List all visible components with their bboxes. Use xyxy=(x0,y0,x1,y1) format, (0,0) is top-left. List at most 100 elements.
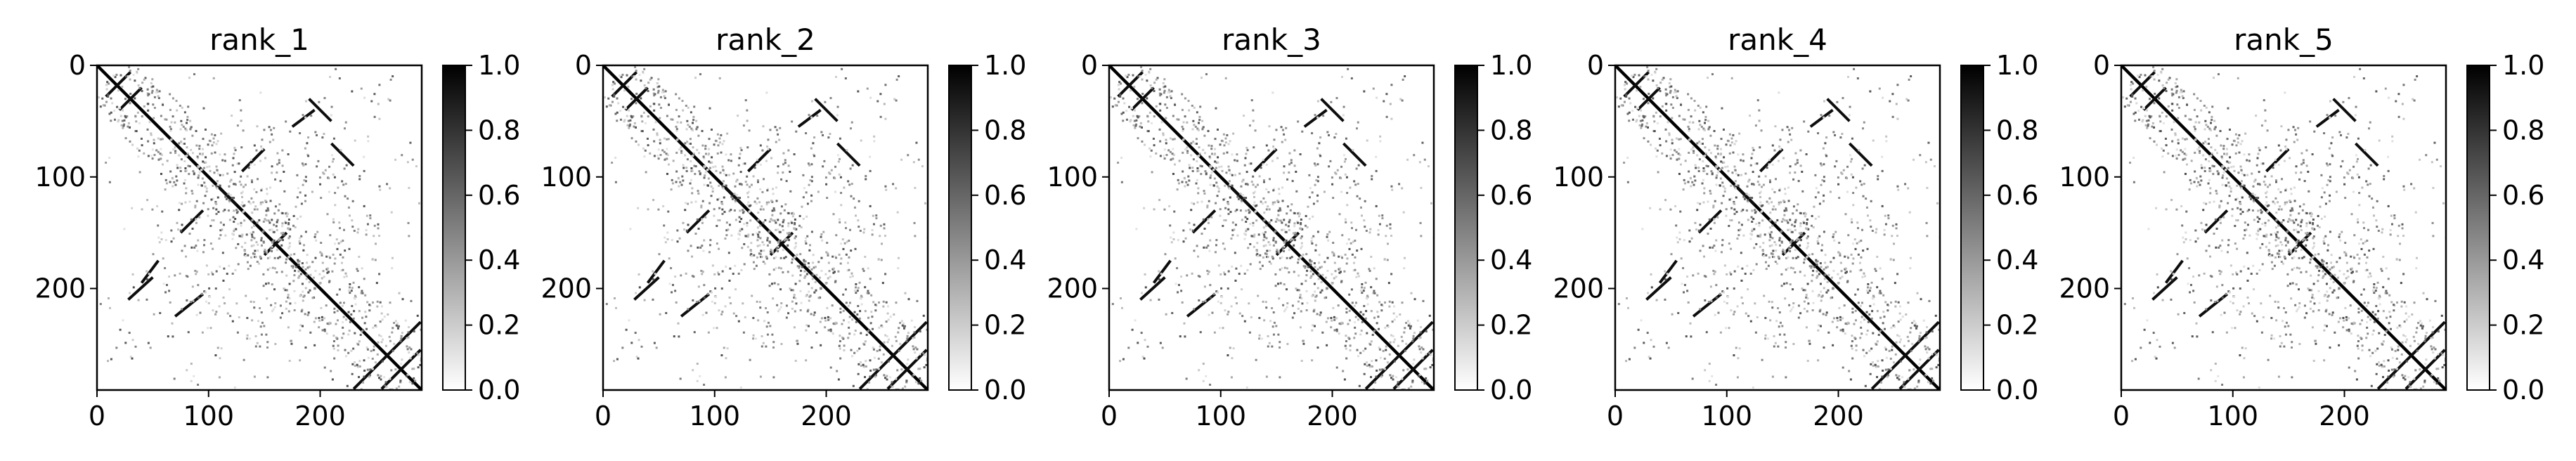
heatmap-cell xyxy=(1713,129,1716,132)
heatmap-cell xyxy=(1375,169,1378,172)
heatmap-cell xyxy=(1771,237,1774,240)
heatmap-cell xyxy=(1405,342,1408,345)
heatmap-cell xyxy=(1290,159,1293,162)
heatmap-cell xyxy=(1794,249,1797,252)
heatmap-cell xyxy=(619,110,622,112)
heatmap-cell xyxy=(157,236,160,239)
heatmap-cells xyxy=(603,65,928,390)
heatmap-cell xyxy=(726,347,729,350)
heatmap-cell xyxy=(1885,356,1888,359)
heatmap-cell xyxy=(1853,337,1856,339)
heatmap-cell xyxy=(1243,115,1245,117)
heatmap-cell xyxy=(1703,255,1706,258)
heatmap-cell xyxy=(1692,150,1695,152)
heatmap-cell xyxy=(365,327,368,330)
heatmap-cell xyxy=(1262,232,1264,235)
heatmap-cell xyxy=(652,298,654,301)
heatmap-cell xyxy=(146,92,149,95)
heatmap-cell xyxy=(852,384,855,387)
heatmap-cell xyxy=(222,209,225,212)
heatmap-cell xyxy=(304,116,307,119)
heatmap-cell xyxy=(407,336,410,339)
heatmap-cell xyxy=(1216,185,1219,188)
heatmap-cell xyxy=(1342,154,1345,157)
heatmap-cell xyxy=(902,322,905,325)
heatmap-cell xyxy=(1879,267,1882,270)
heatmap-cell xyxy=(1898,375,1901,377)
heatmap-cell xyxy=(1127,73,1130,76)
heatmap-cell xyxy=(228,264,231,267)
heatmap-cell xyxy=(883,103,886,105)
heatmap-cell xyxy=(769,250,772,253)
heatmap-cell xyxy=(191,134,194,137)
heatmap-cell xyxy=(185,129,188,131)
heatmap-cell xyxy=(1328,230,1331,233)
heatmap-cell xyxy=(1202,126,1205,129)
heatmap-cell xyxy=(1806,218,1808,221)
heatmap-cell xyxy=(1386,361,1389,364)
heatmap-cell xyxy=(391,75,394,78)
heatmap-cell xyxy=(703,284,706,287)
heatmap-cell xyxy=(180,158,183,161)
heatmap-cell xyxy=(283,170,285,173)
heatmap-cell xyxy=(678,97,680,100)
heatmap-cell xyxy=(1747,193,1750,196)
heatmap-cell xyxy=(209,225,212,228)
heatmap-cell xyxy=(1882,294,1885,297)
heatmap-cell xyxy=(738,216,741,219)
heatmap-cell xyxy=(657,89,660,92)
heatmap-cell xyxy=(1274,201,1276,204)
heatmap-cell xyxy=(1286,306,1288,309)
heatmap-cell xyxy=(1129,89,1132,92)
heatmap-cell xyxy=(1633,73,1636,76)
heatmap-cell xyxy=(1662,77,1665,79)
heatmap-cell xyxy=(875,368,878,371)
heatmap-cell xyxy=(675,128,678,131)
heatmap-cell xyxy=(1637,107,1640,110)
heatmap-cell xyxy=(698,299,701,302)
heatmap-cell xyxy=(1331,251,1334,254)
heatmap-cell xyxy=(1417,375,1420,377)
heatmap-cell xyxy=(1688,240,1691,243)
colorbar-tick-label: 0.4 xyxy=(478,245,520,275)
heatmap-cell xyxy=(668,103,671,106)
heatmap-cell xyxy=(259,325,262,328)
colorbar-tick-label: 0.0 xyxy=(984,375,1026,405)
heatmap-cell xyxy=(867,316,870,319)
heatmap-cell xyxy=(1924,337,1927,339)
heatmap-cell xyxy=(176,179,179,182)
heatmap-cell xyxy=(1678,153,1681,156)
heatmap-cell xyxy=(629,228,632,230)
heatmap-cell xyxy=(658,253,661,256)
heatmap-cell xyxy=(1141,126,1144,129)
heatmap-cell xyxy=(1262,181,1265,183)
heatmap-cell xyxy=(1768,256,1771,259)
heatmap-cell xyxy=(398,292,401,294)
heatmap-cell xyxy=(1323,190,1326,193)
heatmap-cell xyxy=(1313,309,1316,311)
heatmap-cell xyxy=(269,186,272,189)
heatmap-cell xyxy=(1869,90,1872,93)
heatmap-cell xyxy=(259,256,261,259)
heatmap-cell xyxy=(1623,161,1626,164)
heatmap-cell xyxy=(1886,309,1889,312)
heatmap-cell xyxy=(1392,335,1394,337)
heatmap-cell xyxy=(1818,202,1821,205)
heatmap-cell xyxy=(721,212,724,215)
heatmap-cell xyxy=(1344,253,1347,256)
heatmap-cell xyxy=(1821,178,1824,181)
heatmap-cell xyxy=(757,235,760,238)
heatmap-cell xyxy=(1253,233,1256,236)
heatmap-cell xyxy=(1832,269,1835,272)
heatmap-cell xyxy=(1330,100,1333,103)
heatmap-cell xyxy=(1639,85,1642,88)
heatmap-cell xyxy=(143,152,145,155)
heatmap-cell xyxy=(1110,96,1113,99)
heatmap-cell xyxy=(869,169,872,172)
heatmap-cell xyxy=(1792,267,1795,270)
heatmap-cell xyxy=(1216,195,1219,197)
heatmap-cell xyxy=(746,183,749,186)
heatmap-cell xyxy=(665,152,668,155)
heatmap-cell xyxy=(855,283,857,285)
heatmap-cell xyxy=(695,128,698,131)
